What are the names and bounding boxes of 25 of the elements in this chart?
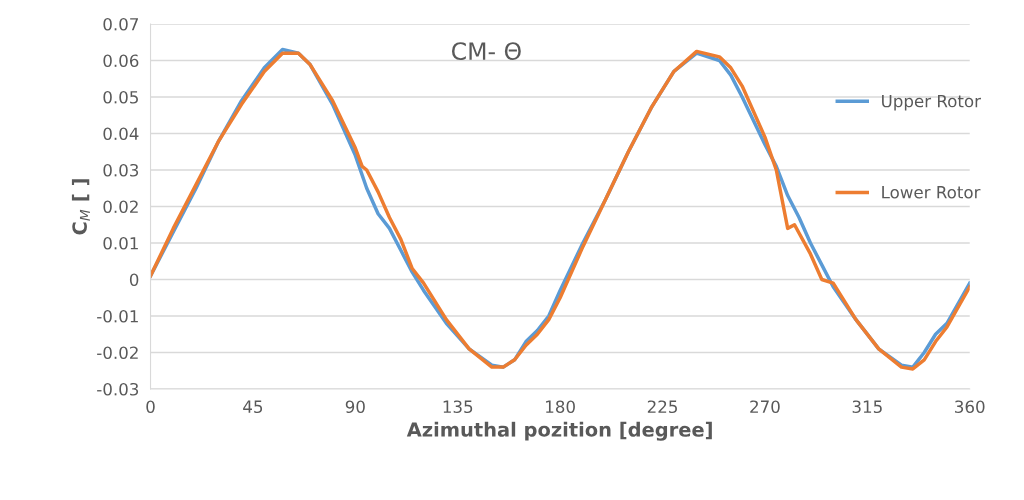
y-tick-label: 0.03 bbox=[103, 163, 139, 177]
y-tick-label: 0.05 bbox=[103, 90, 138, 104]
text: CM- Θ bbox=[451, 42, 521, 61]
x-axis-title: Azimuthal pozition [degree] bbox=[406, 421, 712, 441]
y-tick-label: 0.01 bbox=[103, 236, 138, 250]
x-tick-label: 225 bbox=[647, 400, 677, 414]
y-tick-label: -0.03 bbox=[97, 382, 139, 396]
x-tick-label: 180 bbox=[546, 400, 575, 414]
y-tick-label: 0.07 bbox=[103, 17, 138, 31]
x-tick-label: 0 bbox=[146, 400, 155, 414]
legend-label: Lower Rotor bbox=[882, 186, 981, 199]
y-tick-label: -0.01 bbox=[97, 309, 138, 323]
legend-label: Upper Rotor bbox=[882, 94, 981, 111]
x-tick-label: 270 bbox=[750, 400, 780, 414]
y-tick-label: 0 bbox=[129, 273, 139, 287]
x-tick-label: 45 bbox=[243, 400, 263, 414]
y-tick-label: 0.04 bbox=[103, 127, 139, 141]
x-tick-label: 90 bbox=[345, 400, 365, 414]
y-tick-label: 0.06 bbox=[103, 54, 139, 68]
y-tick-label: -0.02 bbox=[97, 346, 138, 360]
x-tick-label: 360 bbox=[955, 400, 985, 414]
x-tick-label: 135 bbox=[443, 400, 473, 414]
x-tick-label: 315 bbox=[852, 400, 882, 414]
y-tick-label: 0.02 bbox=[103, 200, 138, 214]
y-axis-title: C$_{M}$ [ ] bbox=[71, 179, 90, 235]
